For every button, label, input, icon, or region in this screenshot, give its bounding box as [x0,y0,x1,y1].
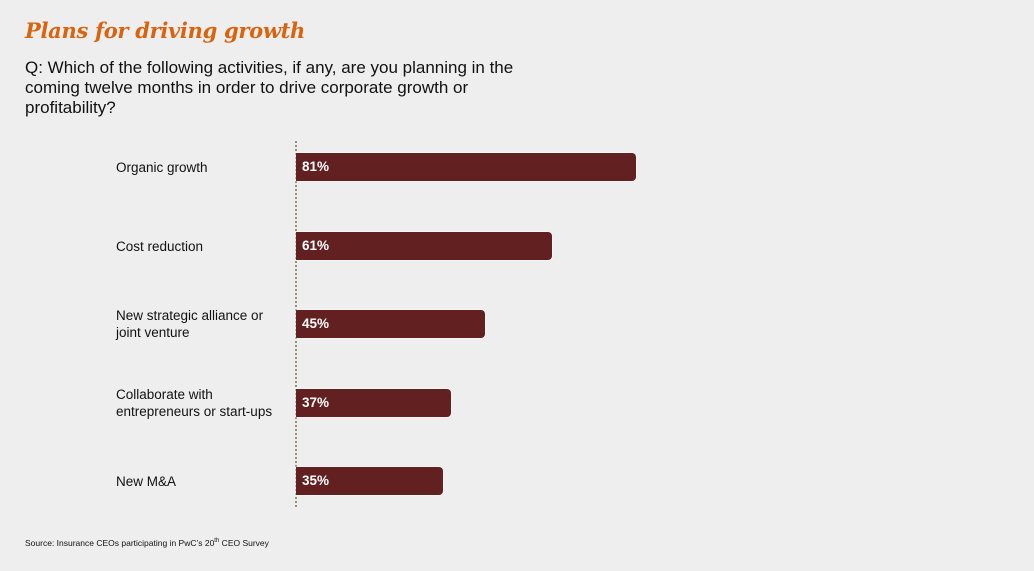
bar-value-label: 37% [302,395,330,410]
bar-value-label: 61% [302,238,330,253]
bar-value-label: 45% [302,316,330,331]
category-label: Cost reduction [116,238,204,254]
source-text: Source: Insurance CEOs participating in … [25,538,215,548]
bar-value-label: 35% [302,473,330,488]
survey-question: Q: Which of the following activities, if… [25,58,514,117]
bar [296,310,485,338]
category-label: New M&A [116,473,177,489]
category-label: Collaborate with entrepreneurs or start-… [116,387,273,419]
category-label: New strategic alliance or joint venture [116,308,264,340]
source-note: Source: Insurance CEOs participating in … [25,538,269,548]
bar-value-label: 81% [302,159,330,174]
bar [296,389,451,417]
bar [296,232,552,260]
source-text-suffix: CEO Survey [219,538,269,548]
bar [296,467,443,495]
category-label: Organic growth [116,159,208,175]
bar [296,153,636,181]
source-superscript: th [214,538,220,545]
chart-title: Plans for driving growth [25,18,305,43]
